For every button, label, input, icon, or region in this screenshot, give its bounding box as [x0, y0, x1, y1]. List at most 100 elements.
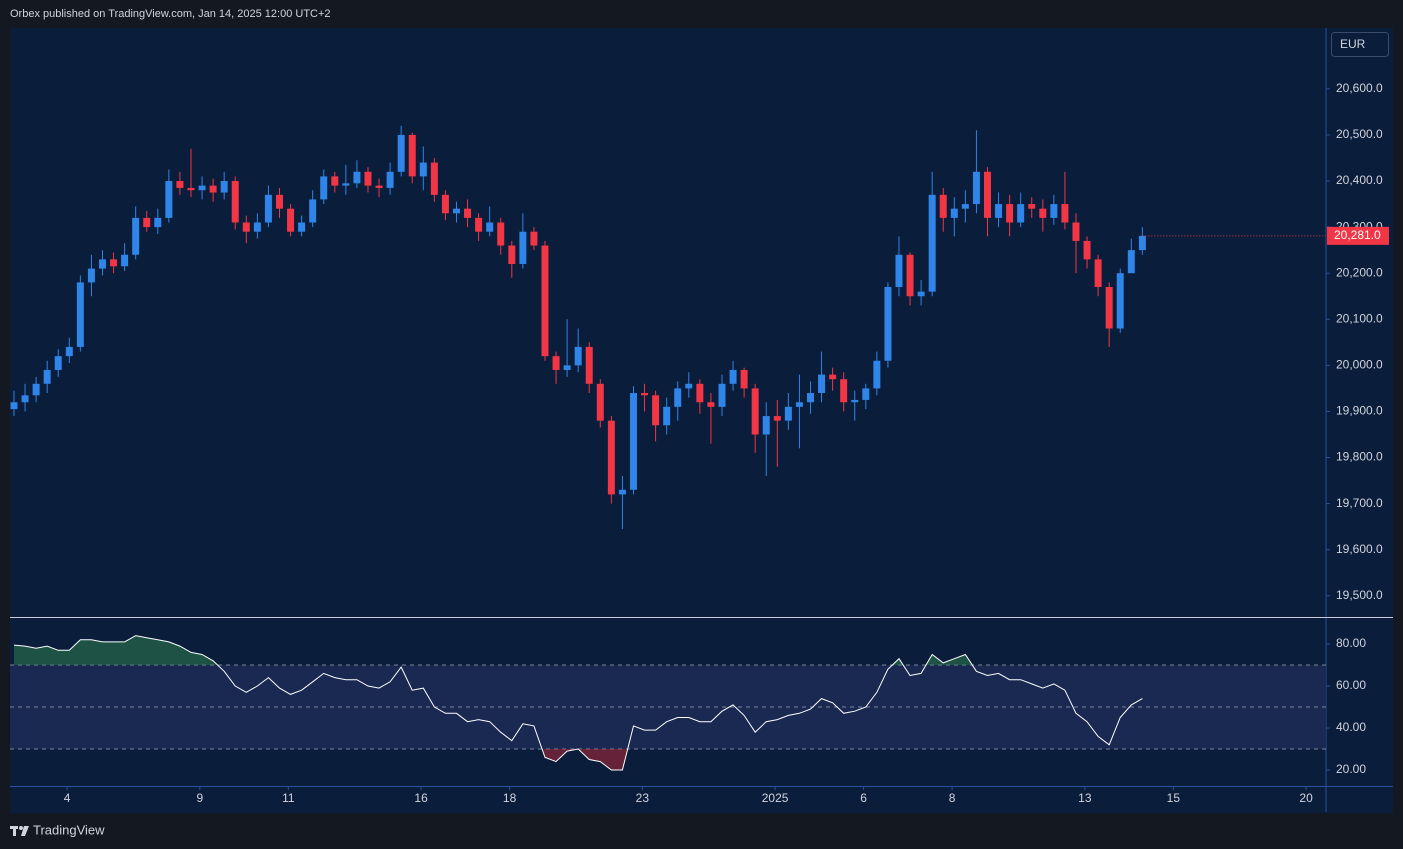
candle-body: [220, 181, 228, 193]
x-tick-label: 16: [414, 791, 428, 805]
candle-body: [452, 208, 460, 214]
x-tick-label: 13: [1078, 791, 1092, 805]
x-tick-label: 2025: [762, 791, 789, 805]
candle-body: [995, 204, 1003, 218]
candle-body: [65, 346, 73, 357]
currency: EUR: [1340, 37, 1366, 51]
candle-body: [784, 406, 792, 421]
candle-body: [10, 402, 18, 410]
candle-body: [264, 194, 272, 223]
candle-body: [1094, 259, 1102, 288]
candle-body: [928, 194, 936, 292]
candle-body: [1006, 204, 1014, 223]
candle-body: [187, 187, 195, 191]
y-tick-label: 19,600.0: [1336, 542, 1383, 556]
rsi-line: [13, 635, 1143, 771]
candle-body: [873, 360, 881, 389]
candle-body: [829, 374, 837, 380]
footer-brand: TradingView: [33, 822, 105, 837]
candle-body: [629, 393, 637, 490]
candle-body: [1127, 250, 1135, 274]
candle-body: [154, 217, 162, 228]
currency-box[interactable]: [1331, 32, 1389, 57]
candle-body: [917, 291, 925, 297]
candle-body: [1039, 208, 1047, 218]
candle-body: [198, 185, 206, 191]
candle-body: [574, 346, 582, 366]
candle-body: [253, 222, 261, 232]
candle-body: [309, 199, 317, 223]
candle-body: [585, 346, 593, 384]
candle-body: [486, 222, 494, 232]
candle-body: [530, 231, 538, 246]
candle-body: [298, 222, 306, 232]
candle-body: [408, 134, 416, 177]
candle-body: [275, 194, 283, 209]
candle-body: [983, 171, 991, 218]
candle-body: [21, 395, 29, 403]
candle-body: [541, 245, 549, 357]
y-tick-label: 20,500.0: [1336, 127, 1383, 141]
tradingview-logo: [10, 826, 29, 836]
candle-body: [1138, 235, 1146, 251]
candle-body: [862, 388, 870, 400]
candle-body: [596, 383, 604, 421]
candle-body: [641, 393, 649, 396]
x-tick-label: 4: [64, 791, 71, 805]
header: Orbex published on TradingView.com, Jan …: [10, 8, 331, 20]
last-price-box: [1327, 226, 1389, 245]
x-tick-label: 6: [860, 791, 867, 805]
candle-body: [87, 268, 95, 283]
candle-body: [242, 222, 250, 232]
candle-body: [663, 406, 671, 426]
x-tick-label: 20: [1299, 791, 1313, 805]
candle-body: [508, 245, 516, 264]
candle-body: [707, 402, 715, 407]
candle-body: [751, 388, 759, 435]
candle-body: [475, 217, 483, 232]
y-tick-label: 19,800.0: [1336, 450, 1383, 464]
candle-body: [364, 171, 372, 186]
candle-body: [840, 379, 848, 403]
candle-body: [1083, 240, 1091, 260]
candle-body: [1116, 273, 1124, 329]
candle-body: [353, 171, 361, 184]
candle-body: [143, 217, 151, 228]
candle-body: [320, 176, 328, 200]
candle-body: [331, 176, 339, 186]
candle-body: [652, 395, 660, 426]
candle-body: [1061, 204, 1069, 223]
candle-body: [806, 393, 814, 403]
y-tick-label: 20,100.0: [1336, 311, 1383, 325]
candle-body: [607, 420, 615, 495]
candle-body: [32, 383, 40, 396]
candle-body: [43, 369, 51, 384]
overbought-fill: [13, 635, 1143, 666]
y-tick-label: 19,700.0: [1336, 496, 1383, 510]
candle-body: [895, 254, 903, 288]
candle-body: [1017, 204, 1025, 223]
candle-body: [464, 208, 472, 218]
candle-body: [1105, 287, 1113, 329]
candle-body: [563, 365, 571, 370]
candle-body: [76, 282, 84, 347]
candle-body: [618, 489, 626, 495]
x-tick-label: 8: [949, 791, 956, 805]
candle-body: [851, 399, 859, 403]
y-tick-label: 20.00: [1336, 762, 1366, 776]
y-tick-label: 80.00: [1336, 636, 1366, 650]
candle-body: [961, 204, 969, 209]
candle-body: [519, 231, 527, 264]
candle-body: [430, 162, 438, 195]
candle-body: [1050, 204, 1058, 218]
candle-body: [386, 171, 394, 188]
y-tick-label: 60.00: [1336, 678, 1366, 692]
y-tick-label: 20,400.0: [1336, 173, 1383, 187]
candle-body: [231, 181, 239, 223]
candle-body: [209, 185, 217, 193]
x-tick-label: 11: [282, 791, 295, 805]
candle-body: [165, 181, 173, 218]
y-tick-label: 19,900.0: [1336, 404, 1383, 418]
candle-body: [906, 254, 914, 297]
